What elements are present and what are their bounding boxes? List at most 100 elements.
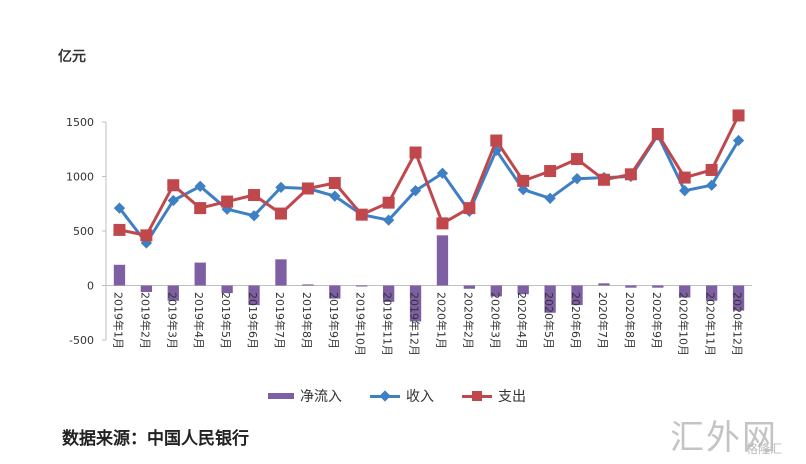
net-inflow-bar (652, 285, 664, 288)
y-axis: -500 0 500 1000 1500 (66, 116, 752, 347)
legend-income-label: 收入 (406, 389, 434, 405)
income-point (275, 181, 287, 194)
income-point (571, 173, 583, 185)
income-point (732, 134, 745, 147)
expense-point (328, 177, 341, 190)
x-axis-labels: 2019年1月 2019年2月 2019年3月 2019年4月 2019年5月 2019年… (111, 292, 744, 356)
net-inflow-bars (113, 235, 745, 322)
net-inflow-bar (329, 285, 341, 299)
expense-point (705, 163, 718, 176)
net-inflow-bar (275, 259, 287, 286)
net-inflow-bar (194, 262, 206, 286)
net-inflow-bar (167, 285, 179, 301)
net-inflow-bar (625, 285, 637, 288)
legend-income-swatch (370, 389, 400, 403)
x-tick-label: 2020年5月 (542, 292, 556, 349)
x-tick-label: 2020年2月 (461, 292, 475, 349)
x-tick-label: 2019年10月 (354, 292, 368, 356)
legend: 净流入 收入 支出 (268, 386, 526, 406)
expense-point (355, 208, 368, 221)
net-inflow-bar (463, 285, 476, 289)
expense-point (409, 146, 422, 159)
net-inflow-bar (732, 285, 745, 311)
y-tick-label: 0 (87, 280, 94, 293)
x-tick-label: 2020年8月 (623, 292, 637, 349)
x-tick-label: 2020年11月 (704, 292, 718, 356)
x-tick-label: 2020年4月 (515, 292, 529, 349)
net-inflow-bar (382, 285, 395, 302)
x-tick-label: 2019年11月 (381, 292, 395, 356)
expense-point (221, 195, 234, 208)
x-tick-label: 2020年6月 (569, 292, 583, 349)
expense-point (651, 127, 664, 140)
net-inflow-bar (517, 285, 529, 295)
net-inflow-bar (113, 264, 126, 286)
expense-point (301, 182, 314, 195)
x-tick-label: 2019年4月 (192, 292, 206, 349)
income-point (705, 179, 718, 191)
expense-point (140, 229, 153, 242)
income-point (167, 194, 179, 207)
legend-net-label: 净流入 (300, 389, 342, 405)
expense-point (248, 189, 261, 202)
net-inflow-bar (436, 235, 449, 286)
net-inflow-bar (705, 285, 718, 301)
y-tick-label: -500 (69, 334, 94, 347)
income-point (679, 185, 691, 197)
x-tick-label: 2020年3月 (488, 292, 502, 349)
watermark-text: 汇外网 (670, 418, 778, 458)
income-point (409, 185, 422, 197)
income-point (382, 214, 395, 226)
legend-net-swatch (268, 393, 294, 399)
expense-point (194, 202, 207, 215)
x-tick-label: 2020年12月 (731, 292, 745, 356)
expense-point (463, 202, 476, 215)
y-tick-label: 1500 (66, 116, 94, 129)
expense-point (113, 223, 126, 236)
income-point (544, 192, 556, 204)
x-tick-label: 2019年2月 (138, 292, 152, 349)
y-tick-label: 1000 (66, 171, 94, 184)
x-tick-label: 2019年7月 (273, 292, 287, 349)
net-inflow-bar (544, 285, 556, 313)
series-lines (113, 109, 745, 249)
net-inflow-bar (248, 285, 260, 306)
net-inflow-bar (409, 285, 422, 322)
expense-point (678, 171, 691, 184)
net-inflow-bar (598, 283, 610, 286)
net-inflow-bar (302, 284, 314, 286)
net-inflow-bar (490, 285, 502, 297)
expense-point (517, 174, 530, 187)
expense-point (167, 179, 180, 192)
x-tick-label: 2019年8月 (300, 292, 314, 349)
expense-point (436, 217, 449, 230)
income-point (194, 180, 206, 192)
expense-line (119, 114, 740, 237)
x-tick-label: 2020年7月 (596, 292, 610, 349)
expense-point (544, 165, 557, 178)
x-tick-label: 2019年5月 (219, 292, 233, 349)
x-tick-label: 2019年6月 (246, 292, 260, 349)
watermark-subtext: 格隆汇 (746, 442, 783, 456)
x-tick-label: 2019年1月 (111, 292, 125, 349)
legend-item-expense: 支出 (462, 386, 526, 406)
legend-expense-label: 支出 (498, 389, 526, 405)
expense-point (732, 109, 745, 122)
x-tick-label: 2020年10月 (677, 292, 691, 356)
x-tick-label: 2019年9月 (327, 292, 341, 349)
expense-point (490, 134, 503, 147)
x-tick-label: 2020年9月 (650, 292, 664, 349)
net-inflow-bar (679, 285, 691, 298)
legend-expense-swatch (462, 389, 492, 403)
expense-point (571, 153, 584, 166)
data-source-note: 数据来源：中国人民银行 (62, 429, 249, 449)
expense-point (274, 207, 287, 220)
net-inflow-bar (356, 285, 368, 287)
income-point (329, 190, 341, 202)
net-inflow-bar (221, 285, 233, 294)
x-tick-label: 2020年1月 (434, 292, 448, 349)
net-inflow-bar (140, 285, 153, 293)
income-point (248, 210, 260, 222)
x-tick-label: 2019年12月 (408, 292, 422, 356)
